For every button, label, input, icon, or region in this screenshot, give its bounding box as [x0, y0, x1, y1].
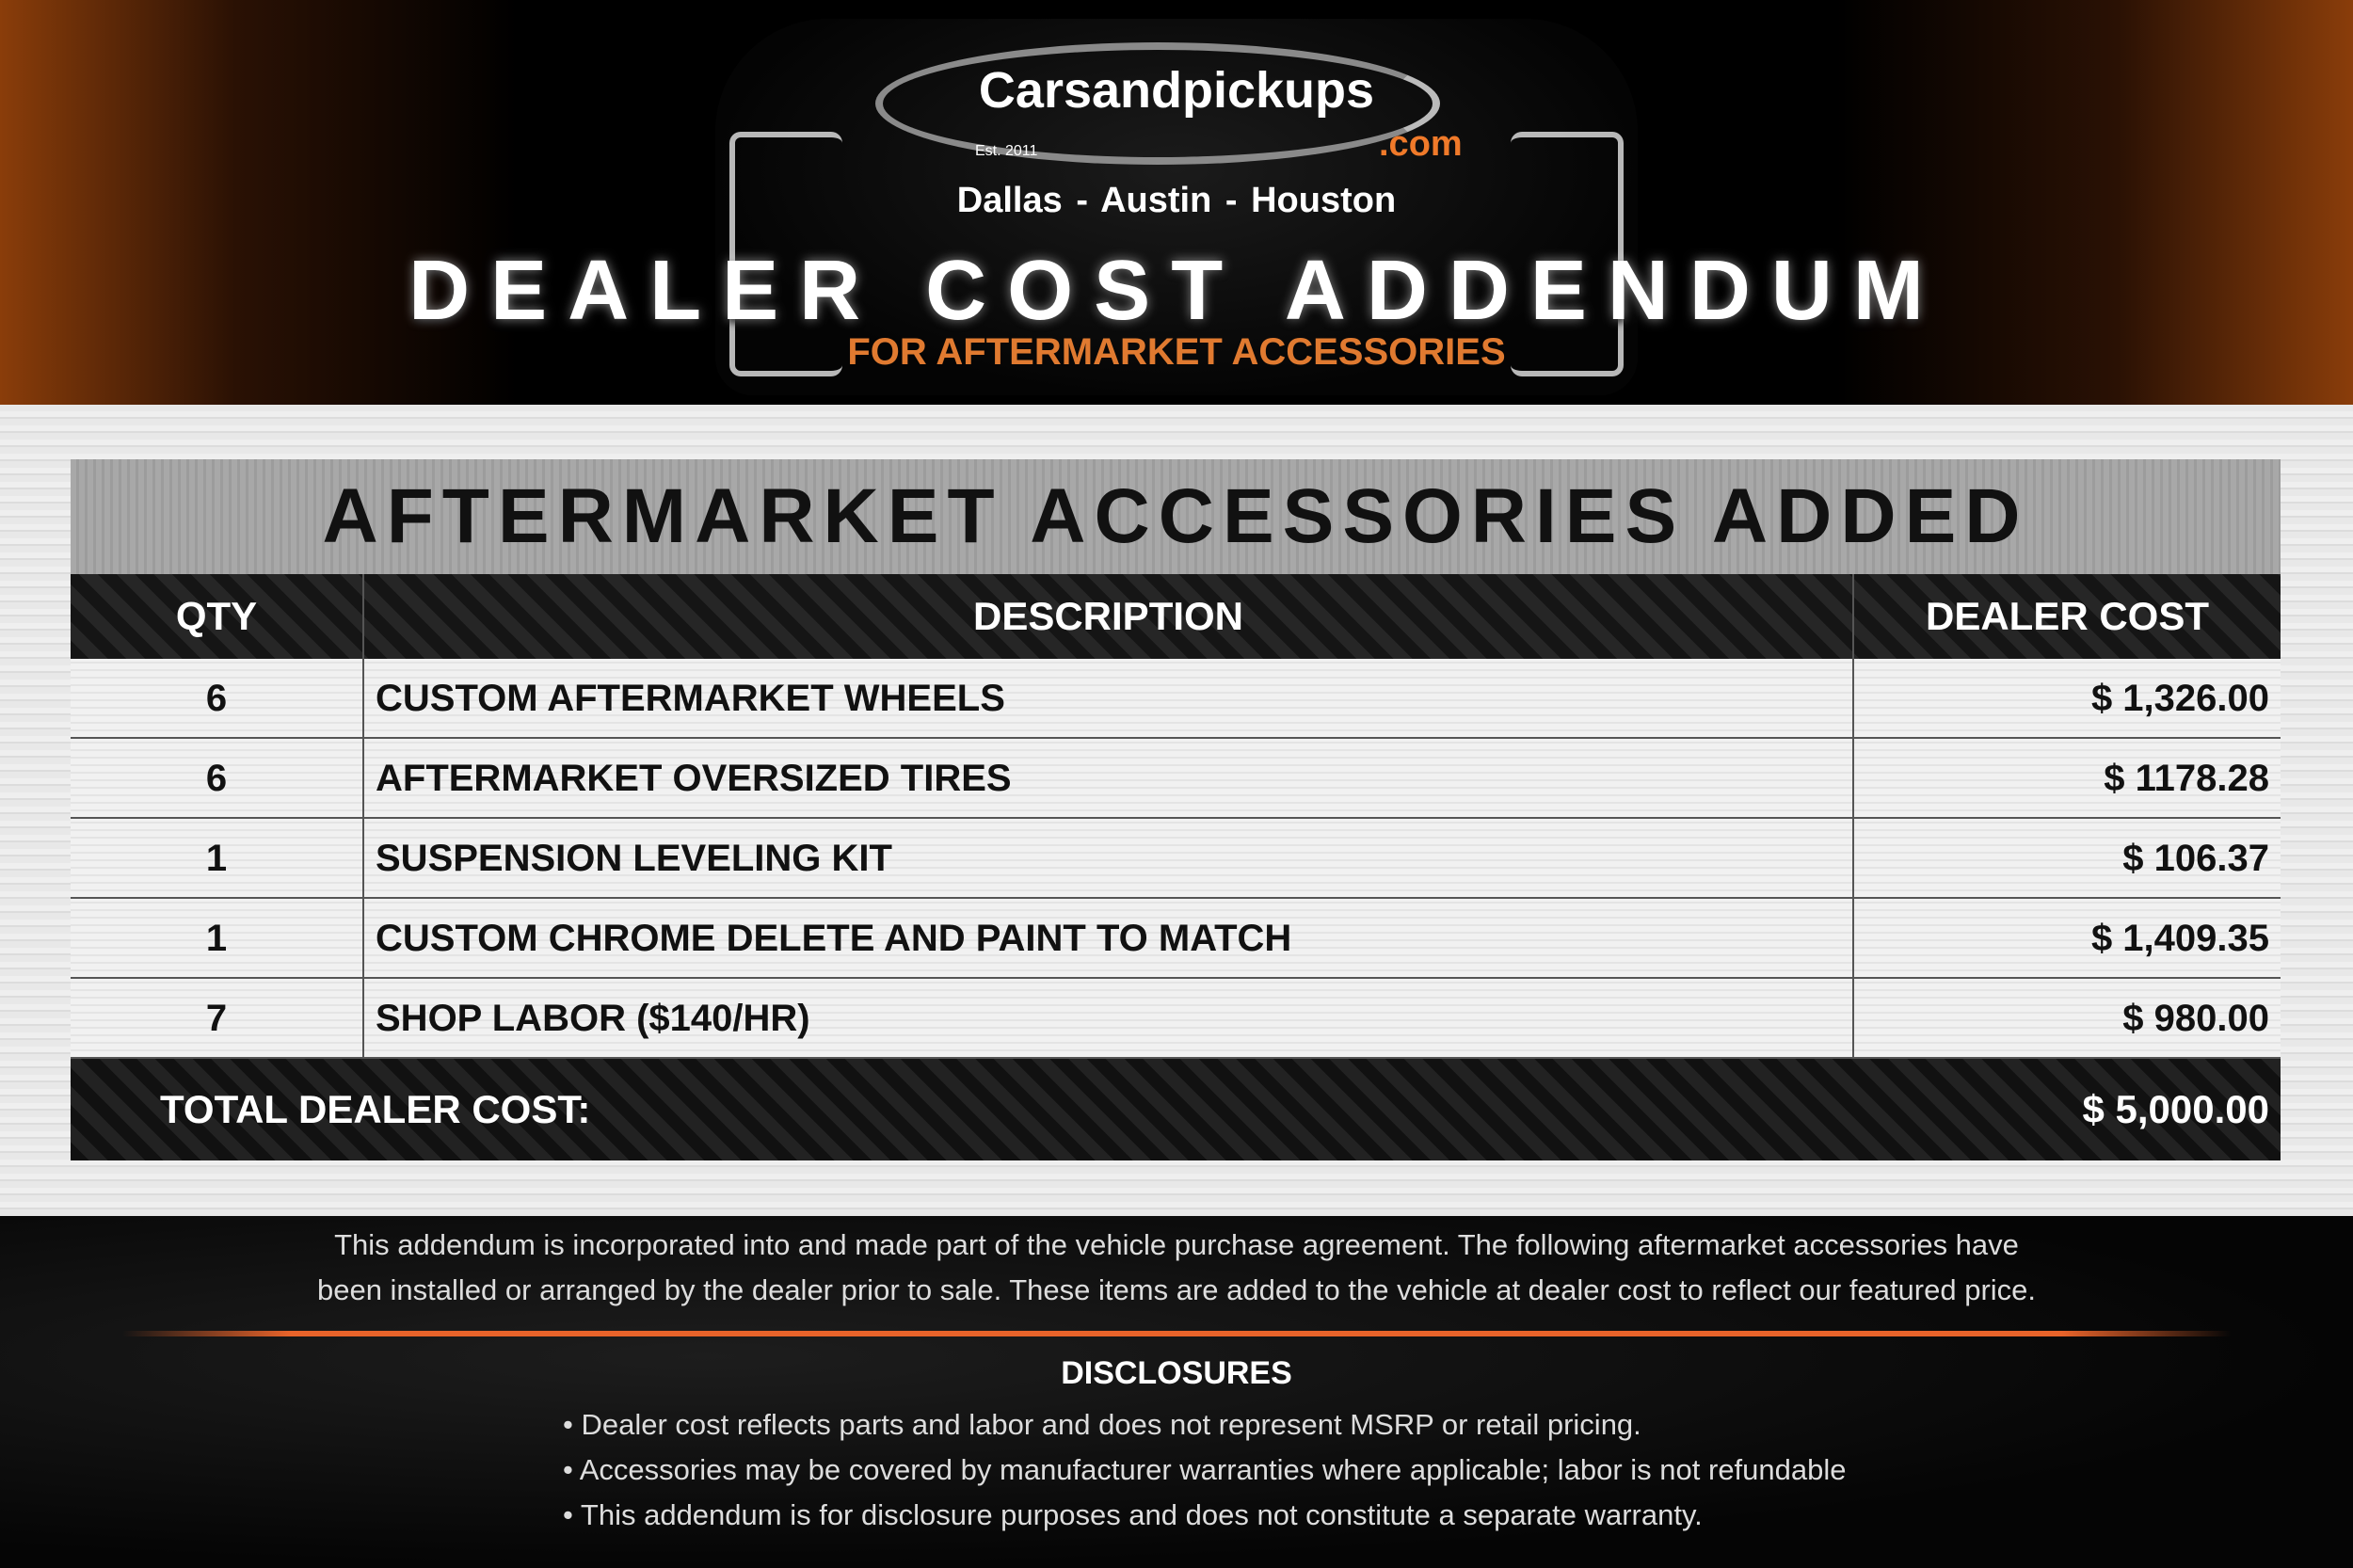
disclosure-item: • This addendum is for disclosure purpos…	[563, 1498, 1703, 1531]
header-banner: Carsandpickups Est. 2011 .com Dallas - A…	[0, 0, 2353, 405]
cell-description: CUSTOM AFTERMARKET WHEELS	[364, 659, 1854, 737]
cell-qty: 1	[71, 819, 364, 897]
disclosures-title: DISCLOSURES	[1061, 1355, 1292, 1391]
cell-cost: $ 1178.28	[2104, 758, 2269, 799]
table-row: 6 CUSTOM AFTERMARKET WHEELS $ 1,326.00	[71, 659, 2281, 739]
headlight-right	[1511, 132, 1624, 376]
table-row: 6 AFTERMARKET OVERSIZED TIRES $ 1178.28	[71, 739, 2281, 819]
total-label: TOTAL DEALER COST:	[160, 1087, 591, 1131]
headlight-left	[729, 132, 842, 376]
cell-description: AFTERMARKET OVERSIZED TIRES	[364, 739, 1854, 817]
cell-qty: 1	[71, 899, 364, 977]
cell-qty: 6	[71, 659, 364, 737]
disclosure-item: • Accessories may be covered by manufact…	[563, 1453, 1847, 1486]
page-title: DEALER COST ADDENDUM	[408, 244, 1945, 338]
divider	[122, 1331, 2231, 1336]
table-row: 7 SHOP LABOR ($140/HR) $ 980.00	[71, 979, 2281, 1059]
cell-cost: $ 1,326.00	[2090, 678, 2269, 719]
table-row: 1 SUSPENSION LEVELING KIT $ 106.37	[71, 819, 2281, 899]
table-title: AFTERMARKET ACCESSORIES ADDED	[71, 459, 2281, 574]
brand-domain: .com	[1379, 124, 1463, 164]
total-row: TOTAL DEALER COST: $ 5,000.00	[71, 1059, 2281, 1160]
addendum-paragraph-line: been installed or arranged by the dealer…	[316, 1273, 2037, 1306]
established-year: Est. 2011	[975, 143, 1038, 159]
cell-cost: $ 1,409.35	[2090, 918, 2269, 959]
disclosure-item: • Dealer cost reflects parts and labor a…	[563, 1408, 1641, 1441]
table-header-row: QTY DESCRIPTION DEALER COST	[71, 574, 2281, 659]
cell-description: SHOP LABOR ($140/HR)	[364, 979, 1854, 1057]
cell-qty: 6	[71, 739, 364, 817]
page-subtitle: FOR AFTERMARKET ACCESSORIES	[847, 331, 1506, 373]
footer	[0, 1216, 2353, 1568]
cell-cost: $ 980.00	[2122, 998, 2269, 1039]
column-header-description: DESCRIPTION	[364, 574, 1854, 659]
brand-logo-text: Carsandpickups	[978, 62, 1375, 119]
cell-description: CUSTOM CHROME DELETE AND PAINT TO MATCH	[364, 899, 1854, 977]
accessories-table: AFTERMARKET ACCESSORIES ADDED QTY DESCRI…	[71, 459, 2281, 1160]
column-header-dealer-cost: DEALER COST	[1925, 594, 2209, 638]
logo-ellipse	[875, 42, 1440, 165]
total-value: $ 5,000.00	[2082, 1087, 2269, 1131]
cell-description: SUSPENSION LEVELING KIT	[364, 819, 1854, 897]
column-header-qty: QTY	[71, 574, 364, 659]
cell-cost: $ 106.37	[2122, 838, 2269, 879]
table-row: 1 CUSTOM CHROME DELETE AND PAINT TO MATCH…	[71, 899, 2281, 979]
locations: Dallas - Austin - Houston	[956, 181, 1397, 220]
addendum-paragraph-line: This addendum is incorporated into and m…	[334, 1228, 2019, 1261]
cell-qty: 7	[71, 979, 364, 1057]
